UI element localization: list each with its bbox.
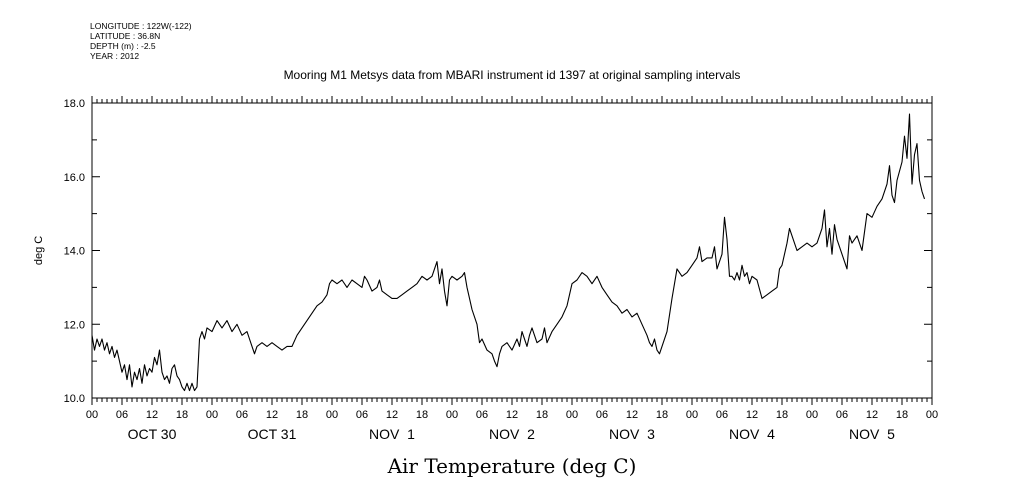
x-hour-label: 12 [866, 409, 878, 421]
x-hour-label: 00 [86, 409, 98, 421]
y-axis-label: deg C [33, 236, 45, 265]
x-hour-label: 06 [596, 409, 608, 421]
x-hour-label: 18 [656, 409, 668, 421]
x-hour-label: 06 [116, 409, 128, 421]
x-hour-label: 12 [386, 409, 398, 421]
chart-title: Mooring M1 Metsys data from MBARI instru… [283, 68, 741, 82]
x-hour-label: 06 [236, 409, 248, 421]
x-hour-label: 06 [356, 409, 368, 421]
x-hour-label: 18 [776, 409, 788, 421]
x-day-label: OCT 31 [248, 426, 297, 442]
x-hour-label: 00 [566, 409, 578, 421]
y-tick-label: 16.0 [64, 172, 85, 184]
x-day-label: NOV 3 [609, 426, 655, 442]
year-label: YEAR : 2012 [90, 51, 140, 61]
x-hour-label: 12 [266, 409, 278, 421]
x-hour-label: 00 [206, 409, 218, 421]
x-hour-label: 12 [506, 409, 518, 421]
x-hour-label: 12 [746, 409, 758, 421]
x-hour-label: 06 [716, 409, 728, 421]
x-hour-label: 18 [416, 409, 428, 421]
y-tick-label: 18.0 [64, 98, 85, 110]
y-tick-label: 12.0 [64, 319, 85, 331]
x-hour-label: 00 [446, 409, 458, 421]
x-hour-label: 00 [806, 409, 818, 421]
x-axis-title: Air Temperature (deg C) [387, 454, 637, 478]
x-hour-label: 00 [686, 409, 698, 421]
x-day-label: NOV 4 [729, 426, 775, 442]
y-tick-label: 10.0 [64, 393, 85, 405]
x-hour-label: 12 [626, 409, 638, 421]
plot-frame [91, 102, 933, 399]
x-day-label: NOV 5 [849, 426, 895, 442]
x-hour-label: 18 [176, 409, 188, 421]
x-hour-label: 12 [146, 409, 158, 421]
mooring-metadata: LONGITUDE : 122W(-122) LATITUDE : 36.8N … [90, 21, 192, 61]
x-hour-label: 18 [536, 409, 548, 421]
x-hour-label: 18 [896, 409, 908, 421]
x-hour-label: 06 [836, 409, 848, 421]
x-hour-label: 00 [326, 409, 338, 421]
latitude-label: LATITUDE : 36.8N [90, 31, 161, 41]
longitude-label: LONGITUDE : 122W(-122) [90, 21, 192, 31]
x-hour-label: 06 [476, 409, 488, 421]
depth-label: DEPTH (m) : -2.5 [90, 41, 156, 51]
x-day-label: OCT 30 [128, 426, 177, 442]
x-day-label: NOV 2 [489, 426, 535, 442]
series-line [91, 113, 926, 392]
y-tick-label: 14.0 [64, 246, 85, 258]
x-day-label: NOV 1 [369, 426, 415, 442]
x-hour-label: 18 [296, 409, 308, 421]
x-hour-label: 00 [926, 409, 938, 421]
